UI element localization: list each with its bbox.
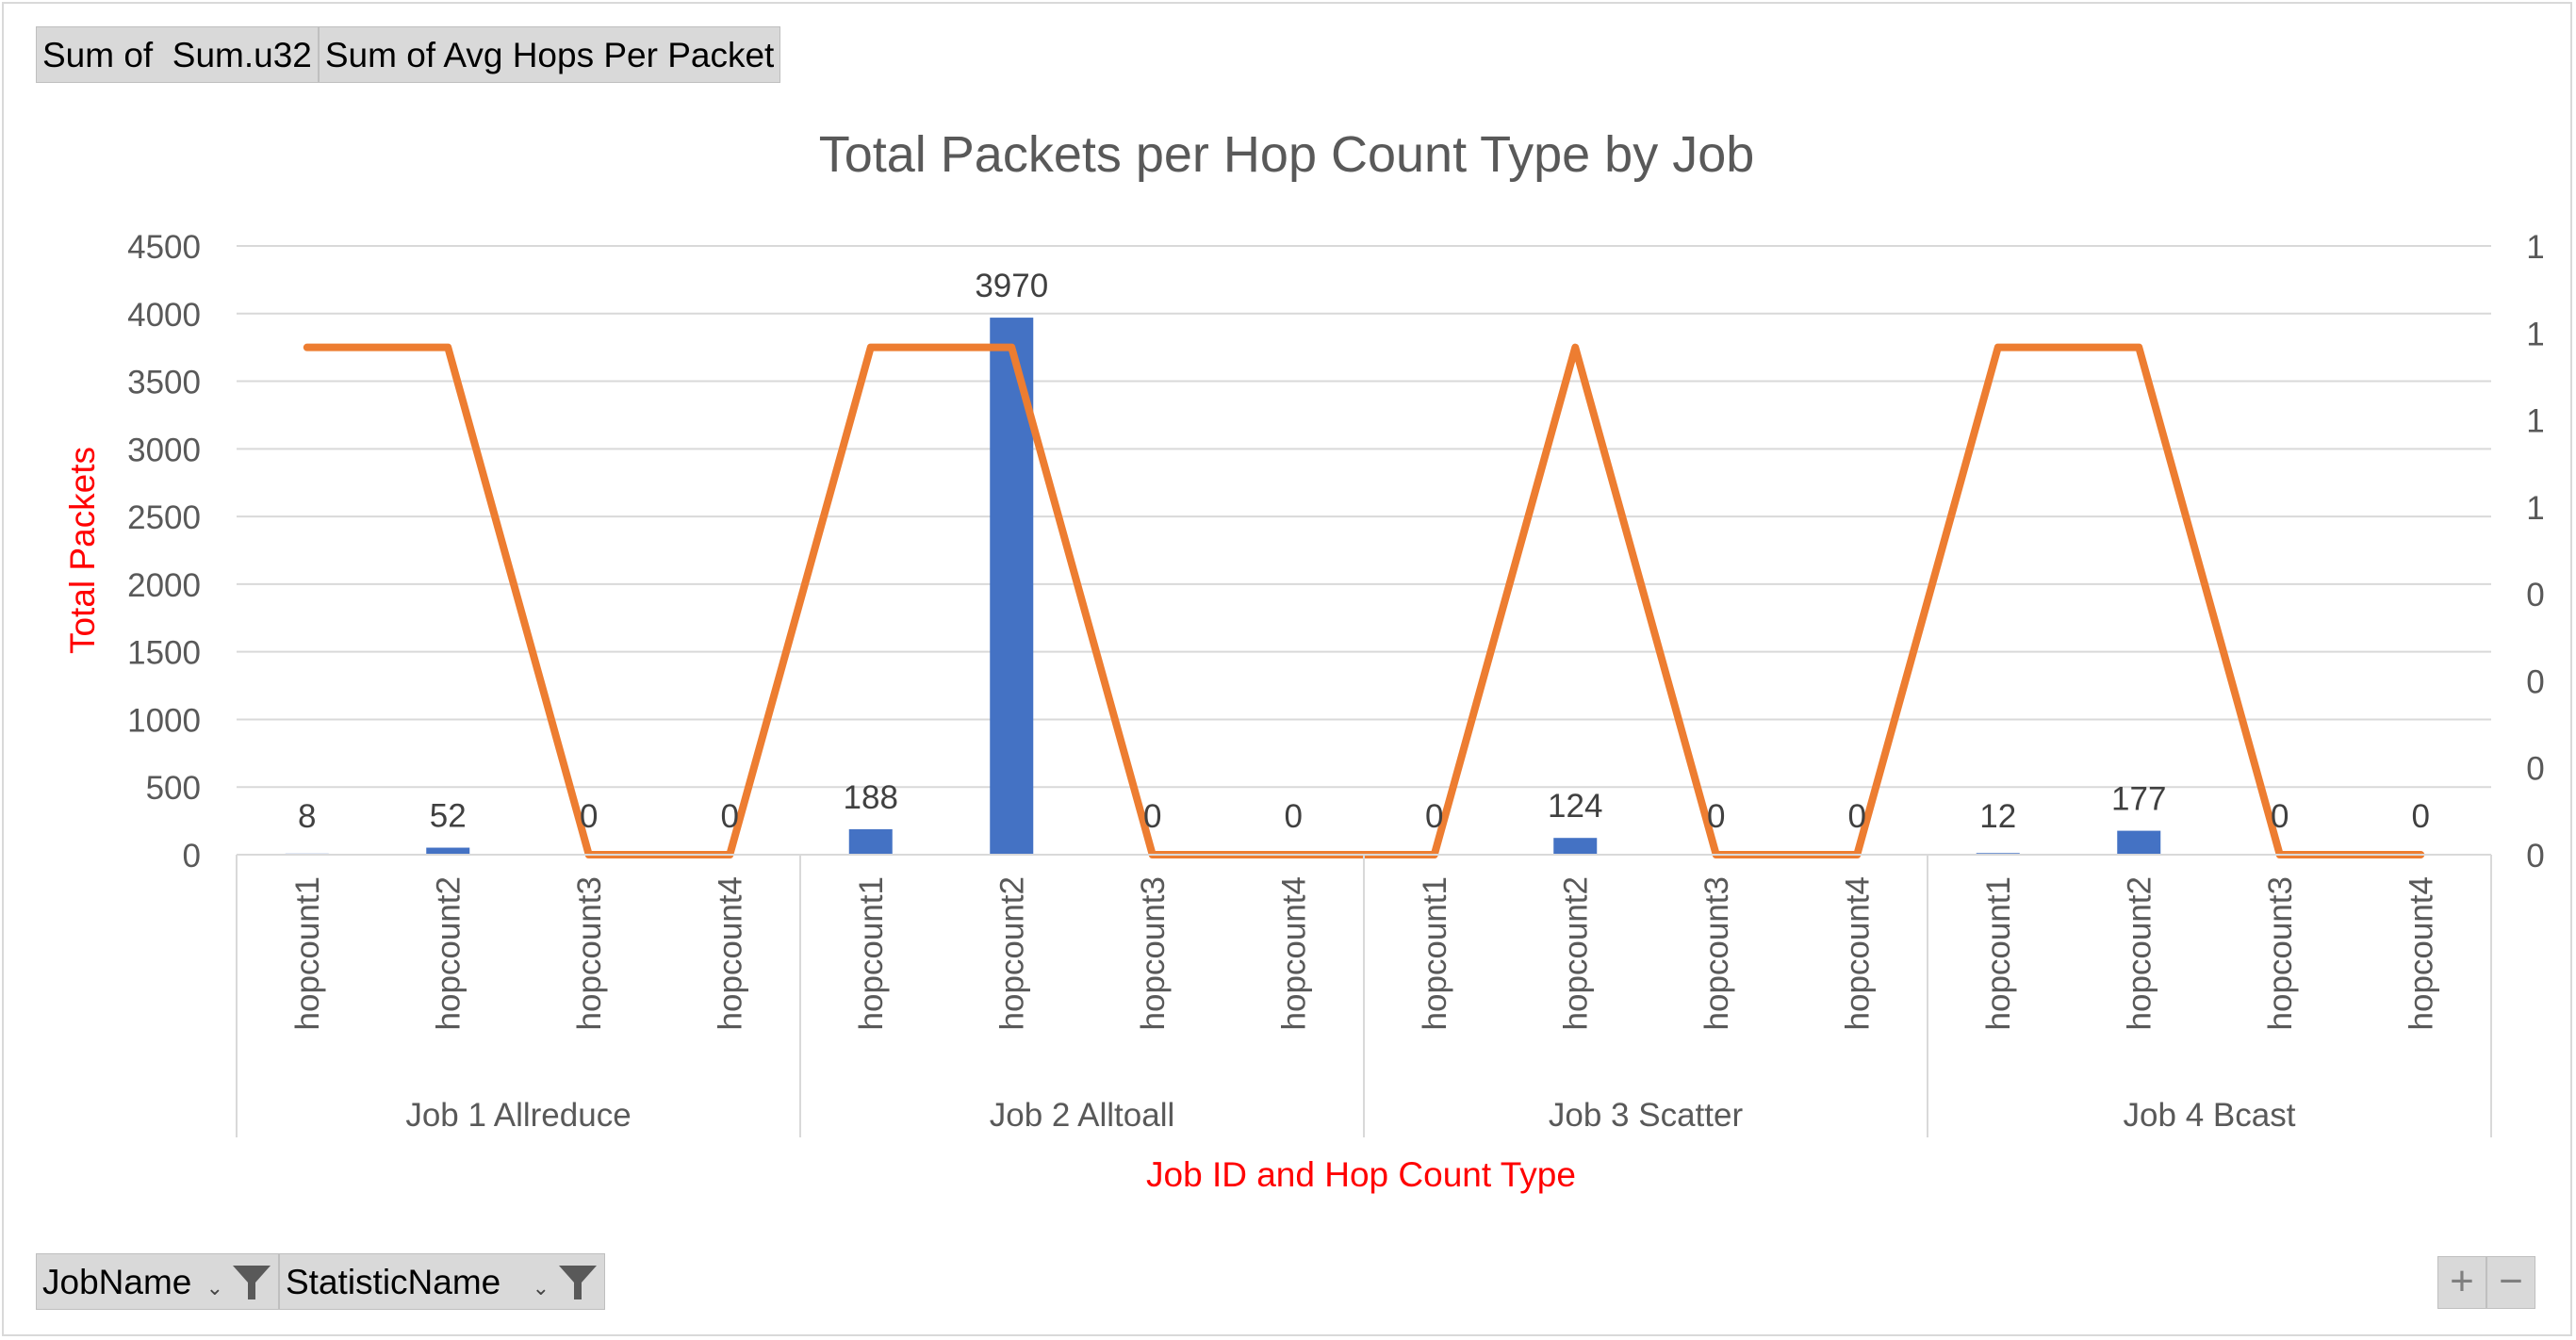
filter-icon — [559, 1266, 597, 1299]
y2-tick-label: 1 — [2526, 403, 2544, 440]
data-label: 0 — [721, 798, 739, 835]
pivot-field-button-sum-u32[interactable]: Sum of Sum.u32 — [36, 26, 319, 83]
data-label: 0 — [2271, 798, 2289, 835]
y-axis-ticks: 0 500 1000 1500 2000 2500 3000 3500 4000 4500 — [127, 229, 201, 874]
data-label: 0 — [580, 798, 598, 835]
bar — [1553, 838, 1598, 855]
y-tick-label: 3500 — [127, 365, 201, 401]
pivot-value-buttons: Sum of Sum.u32 Sum of Avg Hops Per Packe… — [36, 26, 781, 83]
x-tick-label: hopcount4 — [2403, 876, 2439, 1030]
y2-tick-label: 0 — [2526, 838, 2544, 874]
y-tick-label: 4000 — [127, 297, 201, 334]
data-label: 8 — [298, 798, 316, 835]
chart-title: Total Packets per Hop Count Type by Job — [819, 126, 1755, 183]
line-series — [303, 343, 2425, 858]
y2-tick-label: 1 — [2526, 490, 2544, 527]
data-labels: 8 52 0 0 188 3970 0 0 0 124 0 0 12 177 0 0 — [298, 268, 2430, 835]
dropdown-icon: ⌄ — [532, 1276, 550, 1299]
group-label: Job 2 Alltoall — [990, 1097, 1175, 1134]
x-tick-label: hopcount3 — [571, 876, 608, 1030]
x-tick-label: hopcount4 — [1275, 876, 1312, 1030]
pivot-field-button-avg-hops[interactable]: Sum of Avg Hops Per Packet — [318, 26, 781, 83]
x-tick-label: hopcount2 — [1557, 876, 1594, 1030]
data-label: 188 — [844, 779, 898, 816]
x-tick-label: hopcount2 — [430, 876, 467, 1030]
y2-tick-label: 1 — [2526, 229, 2544, 266]
x-tick-label: hopcount1 — [853, 876, 890, 1030]
y-tick-label: 4500 — [127, 229, 201, 266]
data-label: 0 — [1425, 798, 1443, 835]
data-label: 0 — [1707, 798, 1725, 835]
line-series-path — [303, 343, 2425, 858]
y-tick-label: 1500 — [127, 635, 201, 672]
y-tick-label: 3000 — [127, 432, 201, 468]
zoom-controls: + − — [2437, 1256, 2535, 1309]
group-label: Job 1 Allreduce — [405, 1097, 631, 1134]
y2-tick-label: 0 — [2526, 577, 2544, 613]
data-label: 12 — [1979, 798, 2016, 835]
bar — [426, 847, 470, 855]
data-label: 3970 — [975, 268, 1048, 304]
data-label: 52 — [430, 798, 467, 835]
y-tick-label: 500 — [146, 770, 201, 807]
filter-button-jobname[interactable]: JobName ⌄ — [36, 1253, 279, 1310]
data-label: 124 — [1548, 788, 1602, 825]
x-tick-label: hopcount4 — [1839, 876, 1876, 1030]
filter-button-statisticname[interactable]: StatisticName ⌄ — [279, 1253, 605, 1310]
gridlines — [237, 245, 2491, 856]
x-tick-label: hopcount1 — [1417, 876, 1453, 1030]
expand-button[interactable]: + — [2437, 1256, 2486, 1309]
x-tick-label: hopcount1 — [289, 876, 326, 1030]
x-tick-label: hopcount2 — [2121, 876, 2158, 1030]
x-axis: hopcount1 hopcount2 hopcount3 hopcount4 hopc… — [236, 854, 2492, 1137]
data-label: 177 — [2111, 781, 2166, 818]
secondary-y-axis-ticks: 0 0 0 0 1 1 1 1 — [2526, 229, 2544, 874]
group-label: Job 3 Scatter — [1549, 1097, 1744, 1134]
dropdown-icon: ⌄ — [205, 1276, 223, 1299]
y-tick-label: 2000 — [127, 567, 201, 604]
y2-tick-label: 0 — [2526, 663, 2544, 700]
y2-tick-label: 0 — [2526, 751, 2544, 788]
x-tick-label: hopcount4 — [712, 876, 748, 1030]
pivot-filter-buttons: JobName ⌄ StatisticName ⌄ — [36, 1253, 605, 1310]
y2-tick-label: 1 — [2526, 316, 2544, 352]
x-axis-title: Job ID and Hop Count Type — [1146, 1155, 1576, 1194]
x-tick-label: hopcount3 — [1698, 876, 1735, 1030]
data-label: 0 — [1143, 798, 1161, 835]
filter-button-label: JobName — [42, 1263, 192, 1301]
y-tick-label: 1000 — [127, 702, 201, 739]
x-tick-label: hopcount3 — [2262, 876, 2299, 1030]
y-axis-title: Total Packets — [63, 447, 102, 654]
x-tick-label: hopcount3 — [1135, 876, 1172, 1030]
filter-button-label: StatisticName — [286, 1263, 501, 1301]
data-label: 0 — [2412, 798, 2430, 835]
data-label: 0 — [1285, 798, 1303, 835]
x-tick-label: hopcount1 — [1980, 876, 2017, 1030]
collapse-button[interactable]: − — [2486, 1256, 2535, 1309]
x-tick-label: hopcount2 — [993, 876, 1030, 1030]
bar — [848, 829, 893, 855]
group-label: Job 4 Bcast — [2124, 1097, 2296, 1134]
bar — [2117, 830, 2161, 855]
y-tick-label: 2500 — [127, 499, 201, 536]
data-label: 0 — [1848, 798, 1866, 835]
y-tick-label: 0 — [183, 838, 201, 874]
filter-icon — [233, 1266, 271, 1299]
